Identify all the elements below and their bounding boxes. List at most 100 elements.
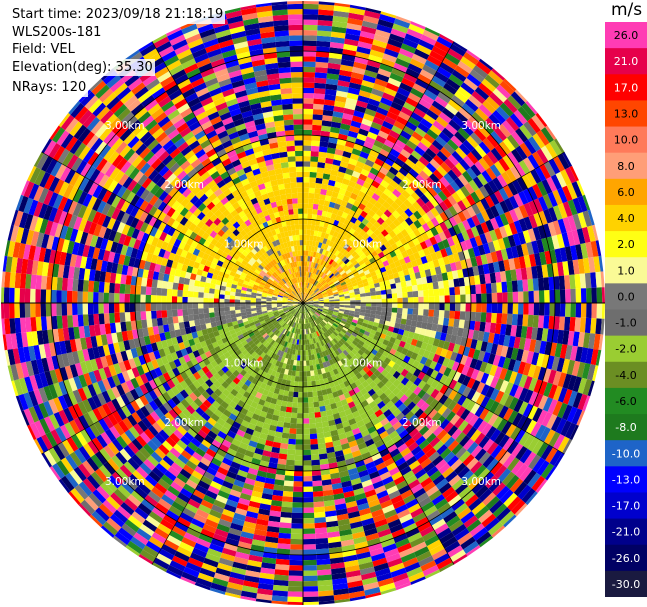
gate-cell (323, 99, 335, 106)
gate-cell (281, 400, 288, 407)
gate-cell (303, 402, 309, 408)
gate-cell (432, 169, 444, 180)
gate-cell (438, 131, 451, 143)
gate-cell (543, 277, 550, 291)
gate-cell (316, 214, 322, 221)
gate-cell (428, 296, 435, 303)
gate-cell (379, 205, 388, 214)
gate-cell (303, 538, 316, 545)
gate-cell (317, 25, 333, 32)
gate-cell (337, 171, 346, 179)
gate-cell (335, 198, 343, 205)
gate-cell (471, 90, 486, 104)
gate-cell (455, 294, 461, 303)
gate-cell (303, 35, 317, 41)
gate-cell (306, 365, 311, 372)
gate-cell (374, 158, 385, 167)
gate-cell (314, 281, 319, 286)
gate-cell (457, 127, 471, 140)
gate-cell (340, 262, 346, 268)
gate-cell (446, 78, 461, 91)
gate-cell (370, 306, 377, 311)
gate-cell (310, 449, 319, 455)
gate-cell (564, 316, 571, 331)
gate-cell (518, 303, 524, 315)
gate-cell (491, 292, 498, 303)
gate-cell (314, 88, 326, 95)
gate-cell (374, 201, 383, 210)
gate-cell (303, 439, 311, 445)
gate-cell (307, 256, 311, 262)
gate-cell (338, 74, 351, 83)
gate-cell (303, 234, 307, 241)
gate-cell (318, 226, 324, 232)
gate-cell (324, 195, 332, 202)
gate-cell (319, 405, 326, 412)
gate-cell (310, 224, 316, 231)
gate-cell (444, 52, 461, 66)
gate-cell (527, 278, 534, 292)
gate-cell (342, 113, 354, 121)
gate-cell (494, 127, 507, 142)
gate-cell (411, 178, 422, 188)
gate-cell (558, 316, 566, 331)
gate-cell (357, 156, 368, 164)
gate-cell (321, 273, 327, 279)
gate-cell (303, 140, 312, 146)
gate-cell (591, 303, 597, 319)
gate-cell (317, 209, 323, 216)
gate-cell (439, 303, 445, 311)
gate-cell (392, 23, 409, 34)
gate-cell (314, 522, 327, 529)
gate-cell (303, 145, 312, 151)
gate-cell (354, 138, 366, 147)
gate-cell (321, 178, 330, 185)
gate-cell (423, 296, 429, 303)
gate-cell (372, 116, 385, 126)
gate-cell (414, 48, 430, 60)
gate-cell (311, 214, 317, 220)
gate-cell (432, 281, 439, 290)
gate-cell (306, 224, 312, 230)
gate-cell (321, 125, 331, 132)
gate-cell (303, 460, 312, 466)
gate-cell (284, 417, 291, 424)
gate-cell (303, 575, 318, 582)
gate-cell (435, 180, 446, 191)
gate-cell (284, 411, 292, 418)
gate-cell (303, 150, 311, 157)
gate-cell (281, 506, 293, 513)
gate-cell (452, 41, 468, 52)
gate-cell (317, 162, 326, 169)
gate-cell (376, 294, 382, 300)
gate-cell (359, 30, 375, 40)
gate-cell (343, 237, 350, 244)
gate-cell (354, 56, 369, 65)
gate-cell (380, 58, 396, 68)
gate-cell (370, 295, 377, 300)
gate-cell (318, 285, 324, 290)
gate-cell (324, 163, 333, 170)
gate-cell (317, 443, 326, 450)
gate-cell (303, 156, 311, 162)
gate-cell (303, 512, 315, 519)
gate-cell (303, 470, 313, 477)
gate-cell (416, 197, 426, 208)
gate-cell (333, 256, 340, 263)
gate-cell (317, 242, 323, 249)
gate-cell (454, 131, 467, 144)
gate-cell (303, 282, 306, 288)
gate-cell (347, 254, 354, 261)
gate-cell (460, 294, 466, 303)
gate-cell (341, 118, 352, 126)
gate-cell (506, 313, 513, 325)
gate-cell (330, 121, 342, 129)
gate-cell (451, 150, 463, 163)
gate-cell (339, 128, 350, 136)
gate-cell (303, 51, 317, 57)
gate-cell (390, 283, 397, 289)
gate-cell (384, 116, 396, 126)
gate-cell (441, 127, 455, 140)
gate-cell (380, 192, 389, 201)
gate-cell (439, 176, 450, 188)
